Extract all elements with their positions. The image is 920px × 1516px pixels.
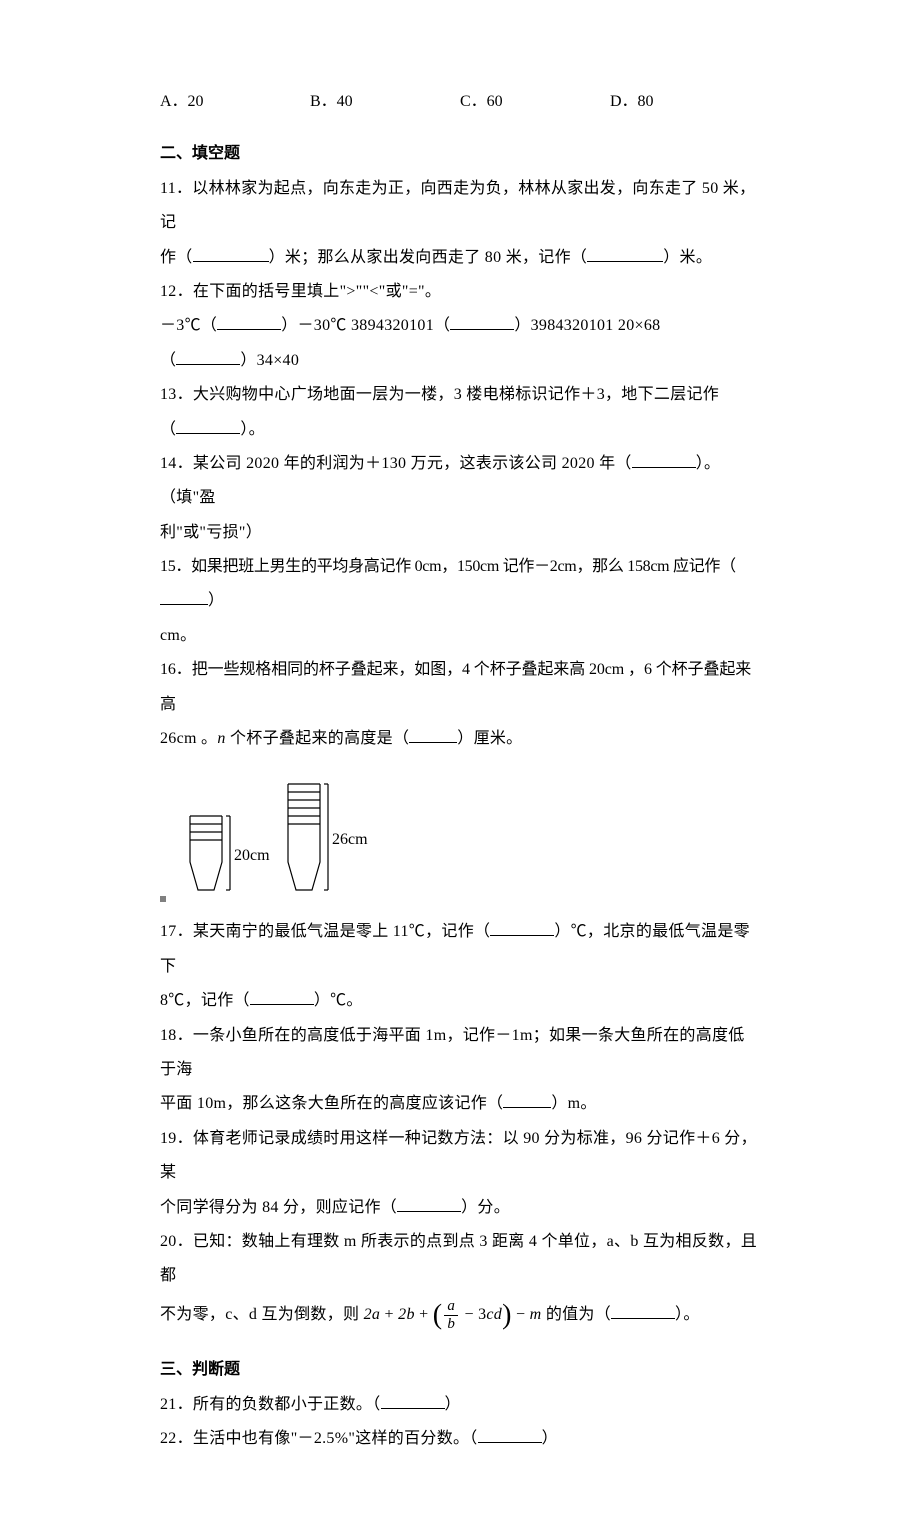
q13-l2-pre: （ xyxy=(160,421,176,438)
q13-line1: 13．大兴购物中心广场地面一层为一楼，3 楼电梯标识记作＋3，地下二层记作 xyxy=(160,378,760,412)
label-26cm: 26cm xyxy=(332,831,368,848)
q19-line2: 个同学得分为 84 分，则应记作（ ）分。 xyxy=(160,1191,760,1225)
q10-option-b: B．40 xyxy=(310,85,460,119)
frac-num: a xyxy=(444,1299,458,1316)
q12-r2-b: ）34×40 xyxy=(240,352,299,369)
document-page: A．20 B．40 C．60 D．80 二、填空题 11．以林林家为起点，向东走… xyxy=(0,0,920,1516)
blank xyxy=(503,1093,551,1108)
q18-l2-post: ）m。 xyxy=(551,1095,596,1112)
blank xyxy=(176,418,240,433)
blank xyxy=(176,349,240,364)
q20-l2-mid: 的值为（ xyxy=(546,1306,611,1323)
q12-r1-b: ）－30℃ 3894320101（ xyxy=(281,317,450,334)
q11-line1: 11．以林林家为起点，向东走为正，向西走为负，林林从家出发，向东走了 50 米，… xyxy=(160,172,760,241)
q11-line2: 作（ ）米；那么从家出发向西走了 80 米，记作（ ）米。 xyxy=(160,241,760,275)
frac-den: b xyxy=(444,1316,458,1332)
blank xyxy=(611,1303,675,1318)
q10-options-row: A．20 B．40 C．60 D．80 xyxy=(160,85,760,119)
blank xyxy=(397,1196,461,1211)
q13-l2-post: ）。 xyxy=(240,421,265,438)
section3-title: 三、判断题 xyxy=(160,1353,760,1387)
blank xyxy=(450,315,514,330)
q19-l2-post: ）分。 xyxy=(461,1199,510,1216)
q14-line1: 14．某公司 2020 年的利润为＋130 万元，这表示该公司 2020 年（）… xyxy=(160,447,760,516)
blank xyxy=(217,315,281,330)
q19-line1: 19．体育老师记录成绩时用这样一种记数方法：以 90 分为标准，96 分记作＋6… xyxy=(160,1122,760,1191)
q16-n: n xyxy=(217,730,225,747)
q11-l2-tail: ）米。 xyxy=(663,249,712,266)
q16-l2-post: ）厘米。 xyxy=(457,730,522,747)
q12-r2-a: （ xyxy=(160,352,176,369)
blank xyxy=(490,921,554,936)
cups-svg: 20cm 26cm xyxy=(176,762,376,902)
q16-diagram: 20cm 26cm xyxy=(160,762,760,907)
blank xyxy=(160,590,208,605)
q15-l1-pre: 15．如果把班上男生的平均身高记作 0cm，150cm 记作－2cm，那么 15… xyxy=(160,558,736,575)
q18-line1: 18．一条小鱼所在的高度低于海平面 1m，记作－1m；如果一条大鱼所在的高度低于… xyxy=(160,1019,760,1088)
q11-l2-pre: 作（ xyxy=(160,249,193,266)
q11-l2-post: ）米；那么从家出发向西走了 80 米，记作（ xyxy=(269,249,588,266)
q18-l2-pre: 平面 10m，那么这条大鱼所在的高度应该记作（ xyxy=(160,1095,503,1112)
q21: 21．所有的负数都小于正数。（ ） xyxy=(160,1388,760,1422)
q17-line1: 17．某天南宁的最低气温是零上 11℃，记作（）℃，北京的最低气温是零下 xyxy=(160,915,760,984)
q14-l1-a: 14．某公司 2020 年的利润为＋130 万元，这表示该公司 2020 年（ xyxy=(160,455,632,472)
q19-l2-pre: 个同学得分为 84 分，则应记作（ xyxy=(160,1199,397,1216)
q18-line2: 平面 10m，那么这条大鱼所在的高度应该记作（ ）m。 xyxy=(160,1087,760,1121)
blank xyxy=(250,990,314,1005)
q17-l1-pre: 17．某天南宁的最低气温是零上 11℃，记作（ xyxy=(160,923,490,940)
q20-l2-pre: 不为零，c、d 互为倒数，则 xyxy=(160,1306,359,1323)
q13-line2: （ ）。 xyxy=(160,413,760,447)
label-20cm: 20cm xyxy=(234,847,270,864)
q16-line2: 26cm 。n 个杯子叠起来的高度是（ ）厘米。 xyxy=(160,722,760,756)
q10-option-a: A．20 xyxy=(160,85,310,119)
q21-post: ） xyxy=(445,1396,461,1413)
q12-row2: （ ）34×40 xyxy=(160,344,760,378)
q12-r1-c: ）3984320101 20×68 xyxy=(514,317,660,334)
q22-post: ） xyxy=(542,1430,558,1447)
marker-icon xyxy=(160,896,166,902)
section2-title: 二、填空题 xyxy=(160,137,760,171)
q16-l2-pre: 26cm 。 xyxy=(160,730,217,747)
q17-l2-post: ）℃。 xyxy=(314,992,363,1009)
q15-line1: 15．如果把班上男生的平均身高记作 0cm，150cm 记作－2cm，那么 15… xyxy=(160,550,760,619)
q14-line2: 利"或"亏损"） xyxy=(160,516,760,550)
blank xyxy=(632,453,696,468)
q12-row1: －3℃（ ）－30℃ 3894320101（ ）3984320101 20×68 xyxy=(160,309,760,343)
q20-line1: 20．已知：数轴上有理数 m 所表示的点到点 3 距离 4 个单位，a、b 互为… xyxy=(160,1225,760,1294)
q15-line2: cm。 xyxy=(160,619,760,653)
blank xyxy=(409,728,457,743)
q22: 22．生活中也有像"－2.5%"这样的百分数。（ ） xyxy=(160,1422,760,1456)
q21-pre: 21．所有的负数都小于正数。（ xyxy=(160,1396,381,1413)
q16-l2-mid: 个杯子叠起来的高度是（ xyxy=(226,730,410,747)
q22-pre: 22．生活中也有像"－2.5%"这样的百分数。（ xyxy=(160,1430,478,1447)
q12-r1-a: －3℃（ xyxy=(160,317,217,334)
q16-line1: 16．把一些规格相同的杯子叠起来，如图，4 个杯子叠起来高 20cm ，6 个杯… xyxy=(160,653,760,722)
q10-option-d: D．80 xyxy=(610,85,760,119)
q17-line2: 8℃，记作（ ）℃。 xyxy=(160,984,760,1018)
q20-line2: 不为零，c、d 互为倒数，则 2a + 2b + (ab − 3cd) − m … xyxy=(160,1294,760,1336)
blank xyxy=(381,1393,445,1408)
q12-head: 12．在下面的括号里填上">""<"或"="。 xyxy=(160,275,760,309)
q17-l2-pre: 8℃，记作（ xyxy=(160,992,250,1009)
blank xyxy=(478,1428,542,1443)
q15-l1-post: ） xyxy=(208,592,224,609)
blank xyxy=(193,246,269,261)
q20-l2-post: ）。 xyxy=(675,1306,700,1323)
q20-expr: 2a + 2b + (ab − 3cd) − m xyxy=(364,1306,546,1323)
blank xyxy=(587,246,663,261)
q10-option-c: C．60 xyxy=(460,85,610,119)
